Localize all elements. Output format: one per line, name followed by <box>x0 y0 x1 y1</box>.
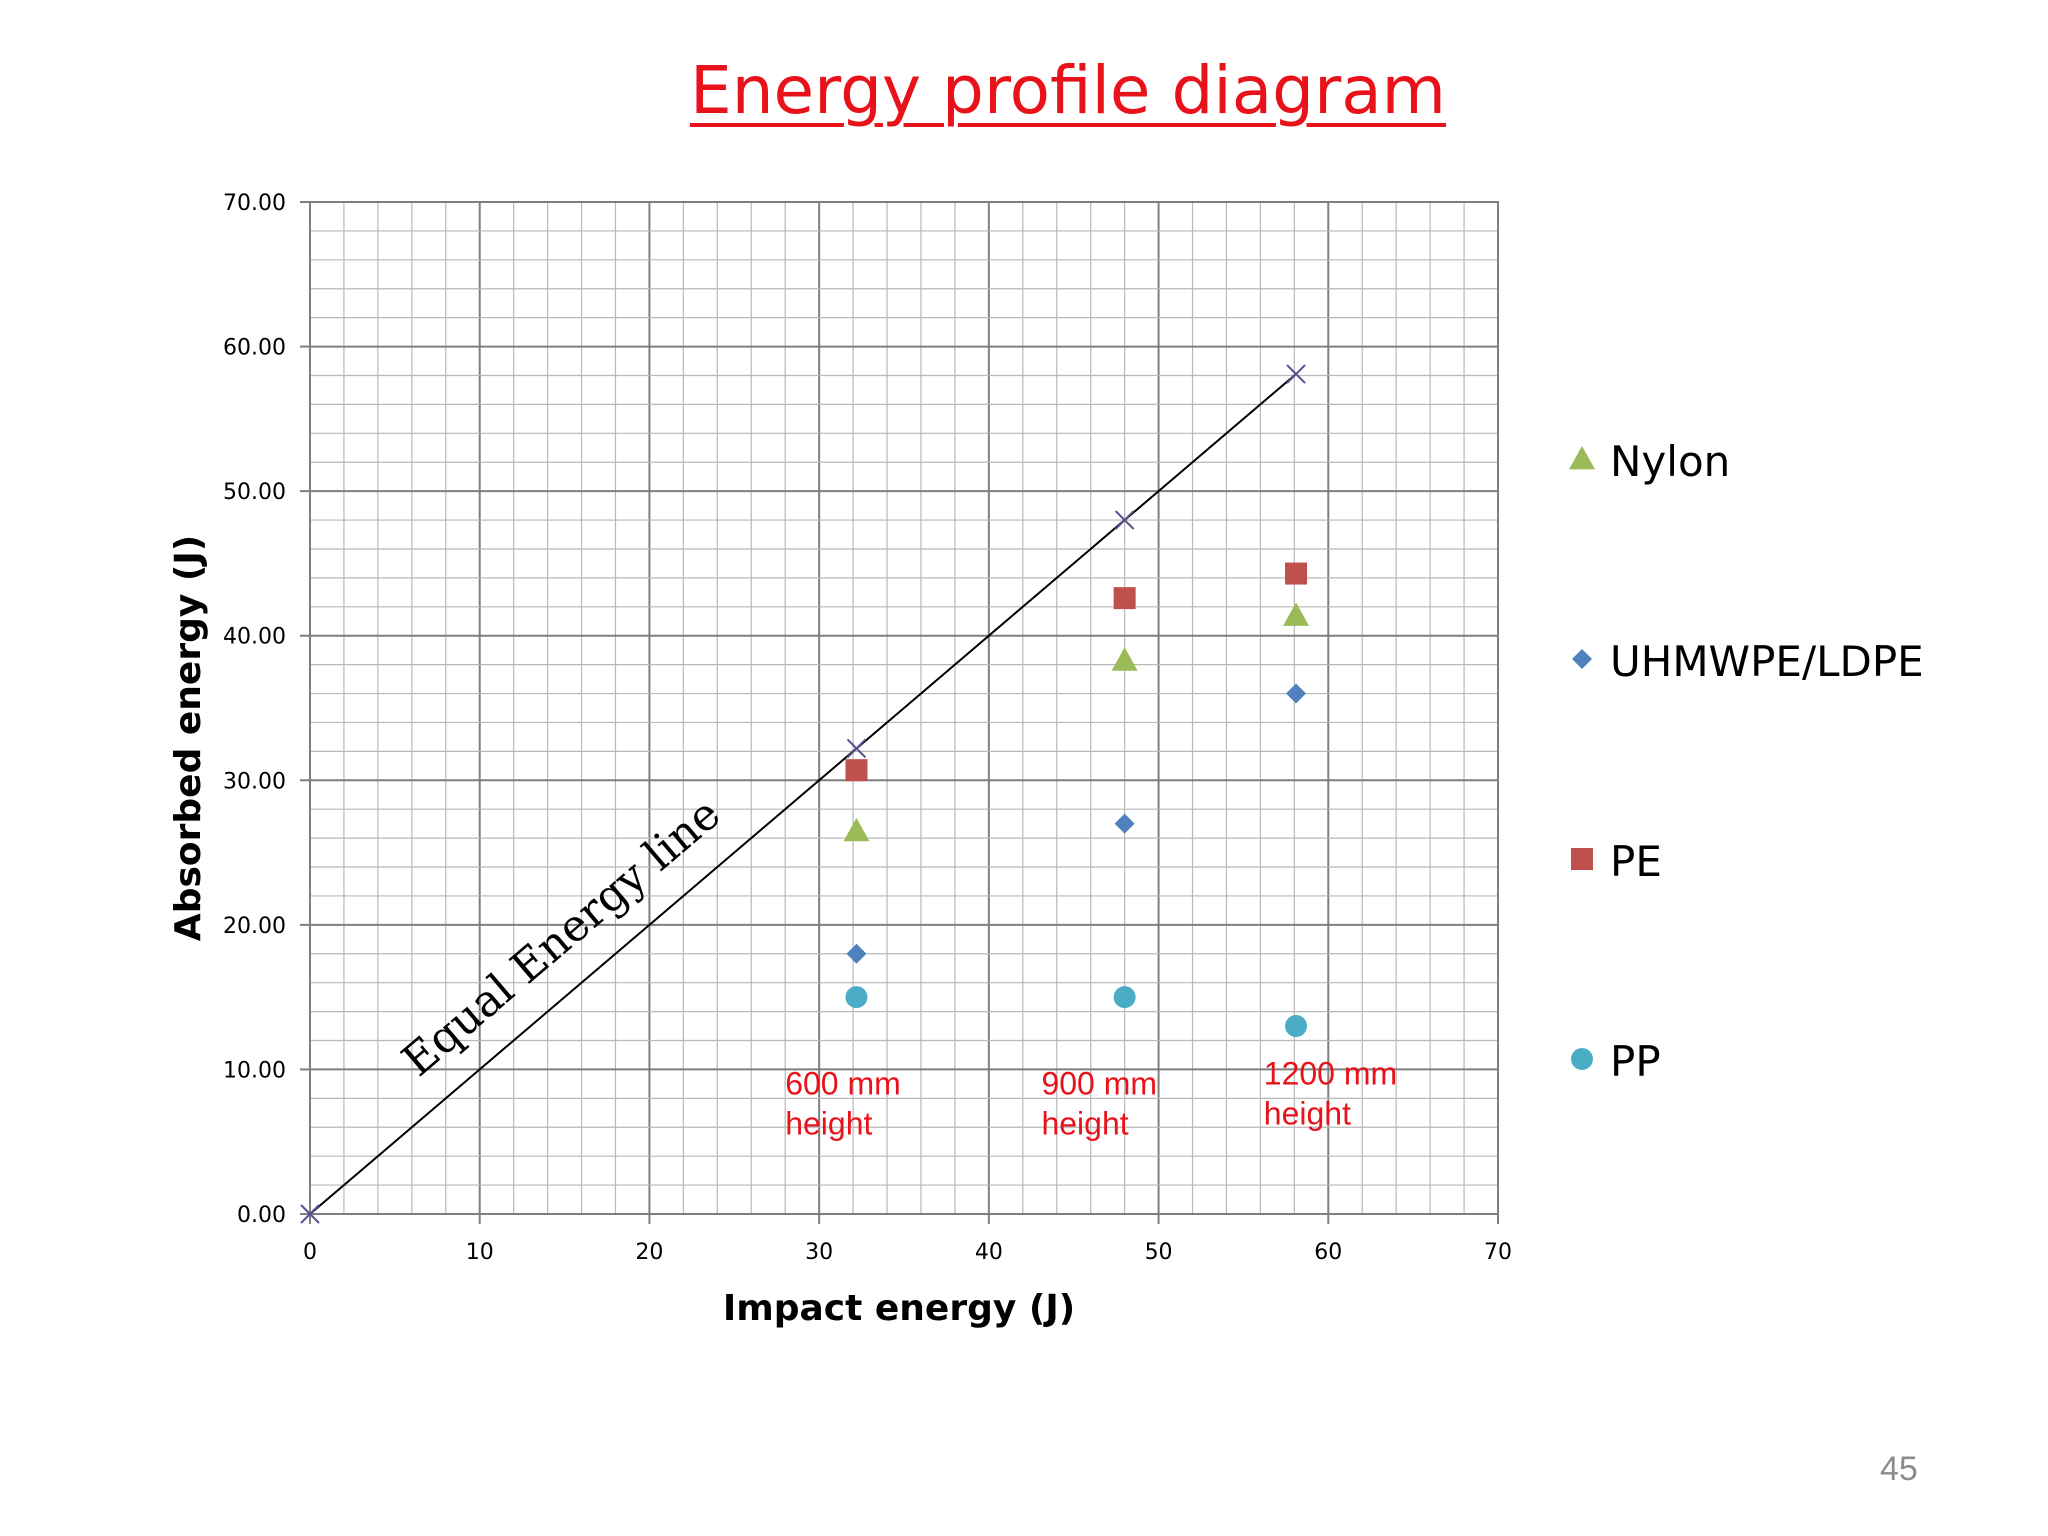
data-point-pp <box>845 986 868 1009</box>
data-point-pe <box>1285 562 1308 585</box>
x-tick-label: 30 <box>805 1240 833 1265</box>
height-annotation-line1: 900 mm <box>1041 1065 1157 1101</box>
y-tick-label: 30.00 <box>223 769 286 794</box>
height-annotation-line1: 1200 mm <box>1264 1055 1397 1091</box>
legend-label: PP <box>1610 1037 1661 1086</box>
x-marker-stroke <box>1286 364 1306 384</box>
equal-energy-line-label: Equal Energy line <box>393 788 731 1086</box>
equal-energy-point <box>1114 510 1135 530</box>
page-number: 45 <box>1880 1450 1918 1488</box>
data-point-nylon <box>843 817 870 842</box>
legend-marker <box>1571 848 1593 870</box>
grid <box>309 201 1499 1215</box>
x-marker-stroke <box>846 738 867 759</box>
y-tick-label: 70.00 <box>223 191 286 216</box>
x-tick-label: 70 <box>1484 1240 1512 1265</box>
legend-marker <box>1569 446 1595 470</box>
x-tick-label: 40 <box>975 1240 1003 1265</box>
axis-ticks: 0.00 10.00 20.00 30.00 40.00 50.00 60.00 70.00 0… <box>223 191 1512 1265</box>
data-point-pp <box>1113 986 1136 1009</box>
height-annotation-line2: height <box>785 1105 872 1141</box>
x-axis-title: Impact energy (J) <box>723 1288 1075 1329</box>
legend-label: Nylon <box>1610 437 1730 486</box>
x-tick-label: 50 <box>1145 1240 1173 1265</box>
x-tick-label: 10 <box>466 1240 494 1265</box>
x-marker-stroke <box>1114 510 1135 530</box>
plot-border <box>309 201 1499 1215</box>
data-point-nylon <box>1111 647 1138 671</box>
height-annotations: 600 mm height 900 mm height 1200 mm height <box>785 1055 1397 1141</box>
y-tick-label: 20.00 <box>223 914 286 939</box>
y-tick-label: 40.00 <box>223 625 286 650</box>
legend-marker <box>1571 1048 1593 1070</box>
y-tick-label: 60.00 <box>223 336 286 361</box>
y-axis-title: Absorbed energy (J) <box>168 535 209 941</box>
data-point-uhmwpe-ldpe <box>1286 683 1307 704</box>
data-point-nylon <box>1283 602 1310 626</box>
x-tick-label: 60 <box>1314 1240 1342 1265</box>
y-tick-label: 50.00 <box>223 480 286 505</box>
height-annotation-line2: height <box>1264 1095 1351 1131</box>
data-point-pp <box>1285 1015 1308 1038</box>
legend: Nylon UHMWPE/LDPE PE PP <box>1569 437 1924 1086</box>
x-tick-label: 0 <box>303 1240 317 1265</box>
equal-energy-point <box>300 1204 320 1224</box>
legend-label: PE <box>1610 837 1662 886</box>
x-marker-stroke <box>300 1204 320 1224</box>
y-tick-label: 10.00 <box>223 1058 286 1083</box>
legend-marker <box>1572 649 1592 669</box>
data-point-pe <box>845 759 868 782</box>
height-annotation-line2: height <box>1041 1105 1128 1141</box>
equal-energy-point <box>846 738 867 759</box>
y-tick-label: 0.00 <box>237 1203 286 1228</box>
data-point-uhmwpe-ldpe <box>846 943 867 964</box>
equal-energy-line <box>300 364 1306 1224</box>
slide-title: Energy profile diagram <box>690 52 1446 129</box>
data-point-uhmwpe-ldpe <box>1114 813 1135 834</box>
height-annotation-line1: 600 mm <box>785 1065 901 1101</box>
equal-energy-point <box>1286 364 1306 384</box>
legend-label: UHMWPE/LDPE <box>1610 637 1924 686</box>
data-points <box>843 562 1310 1038</box>
x-tick-label: 20 <box>635 1240 663 1265</box>
data-point-pe <box>1113 587 1136 610</box>
